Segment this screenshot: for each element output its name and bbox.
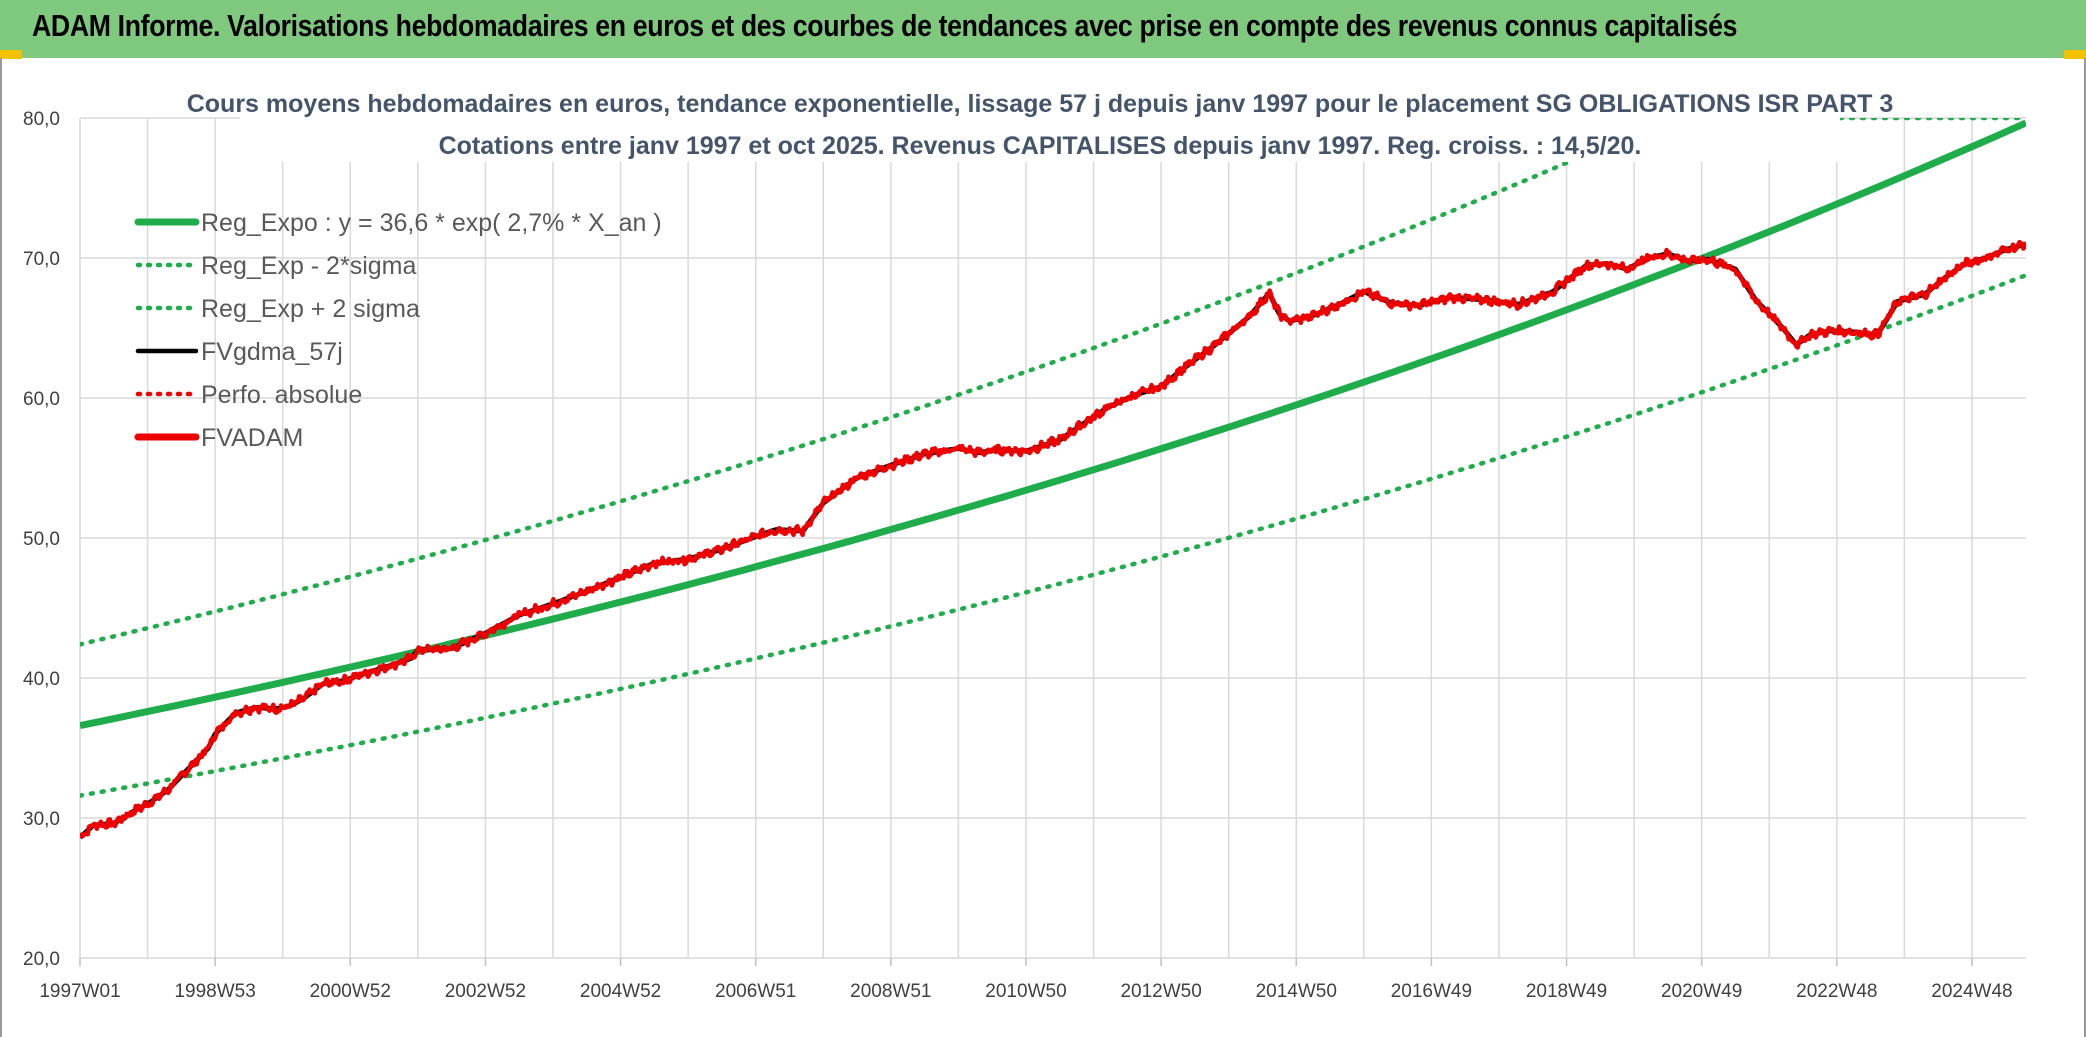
series-fvgdma-57j	[80, 241, 2026, 840]
x-tick-label: 2008W51	[850, 981, 931, 1002]
x-tick-label: 2022W48	[1796, 981, 1877, 1002]
y-tick-label: 60,0	[23, 389, 60, 410]
x-tick-label: 2014W50	[1256, 981, 1337, 1002]
x-tick-label: 1997W01	[39, 981, 120, 1002]
legend-label: Reg_Expo : y = 36,6 * exp( 2,7% * X_an )	[201, 209, 662, 237]
legend-label: Reg_Exp - 2*sigma	[201, 252, 416, 280]
series-reg-minus-2sigma	[80, 272, 2026, 798]
page-title: ADAM Informe. Valorisations hebdomadaire…	[32, 8, 1738, 43]
x-tick-label: 2004W52	[580, 981, 661, 1002]
x-tick-label: 2020W49	[1661, 981, 1742, 1002]
x-tick-label: 2002W52	[445, 981, 526, 1002]
x-tick-label: 2012W50	[1120, 981, 1201, 1002]
x-tick-label: 1998W53	[174, 981, 255, 1002]
legend: Reg_Expo : y = 36,6 * exp( 2,7% * X_an )…	[134, 209, 662, 452]
y-tick-label: 30,0	[23, 809, 60, 830]
chart-frame	[0, 58, 2086, 1037]
legend-label: Reg_Exp + 2 sigma	[201, 295, 420, 323]
x-tick-label: 2024W48	[1931, 981, 2012, 1002]
corner-marker-right	[2064, 50, 2086, 59]
title-backdrop	[240, 82, 1840, 162]
y-tick-label: 70,0	[23, 249, 60, 270]
y-tick-label: 20,0	[23, 949, 60, 970]
y-tick-label: 80,0	[23, 109, 60, 130]
y-tick-label: 50,0	[23, 529, 60, 550]
y-axis-ticks: 20,0 30,0 40,0 50,0 60,0 70,0 80,0	[23, 109, 60, 970]
x-axis-ticks: 1997W01 1998W53 2000W52 2002W52 2004W52 2006W…	[39, 958, 2013, 1002]
x-tick-label: 2018W49	[1526, 981, 1607, 1002]
series-layer	[80, 118, 2026, 840]
chart-title: Cours moyens hebdomadaires en euros, ten…	[187, 90, 1894, 118]
series-fvadam	[80, 239, 2026, 839]
corner-marker-left	[0, 50, 22, 59]
x-tick-label: 2010W50	[985, 981, 1066, 1002]
y-tick-label: 40,0	[23, 669, 60, 690]
title-banner: ADAM Informe. Valorisations hebdomadaire…	[0, 0, 2086, 58]
x-tick-label: 2006W51	[715, 981, 796, 1002]
x-tick-label: 2016W49	[1391, 981, 1472, 1002]
chart-subtitle: Cotations entre janv 1997 et oct 2025. R…	[439, 132, 1642, 160]
legend-label: Perfo. absolue	[201, 381, 362, 409]
legend-label: FVgdma_57j	[201, 338, 343, 366]
legend-label: FVADAM	[201, 424, 303, 452]
series-reg-plus-2sigma	[80, 118, 1675, 647]
x-tick-label: 2000W52	[310, 981, 391, 1002]
